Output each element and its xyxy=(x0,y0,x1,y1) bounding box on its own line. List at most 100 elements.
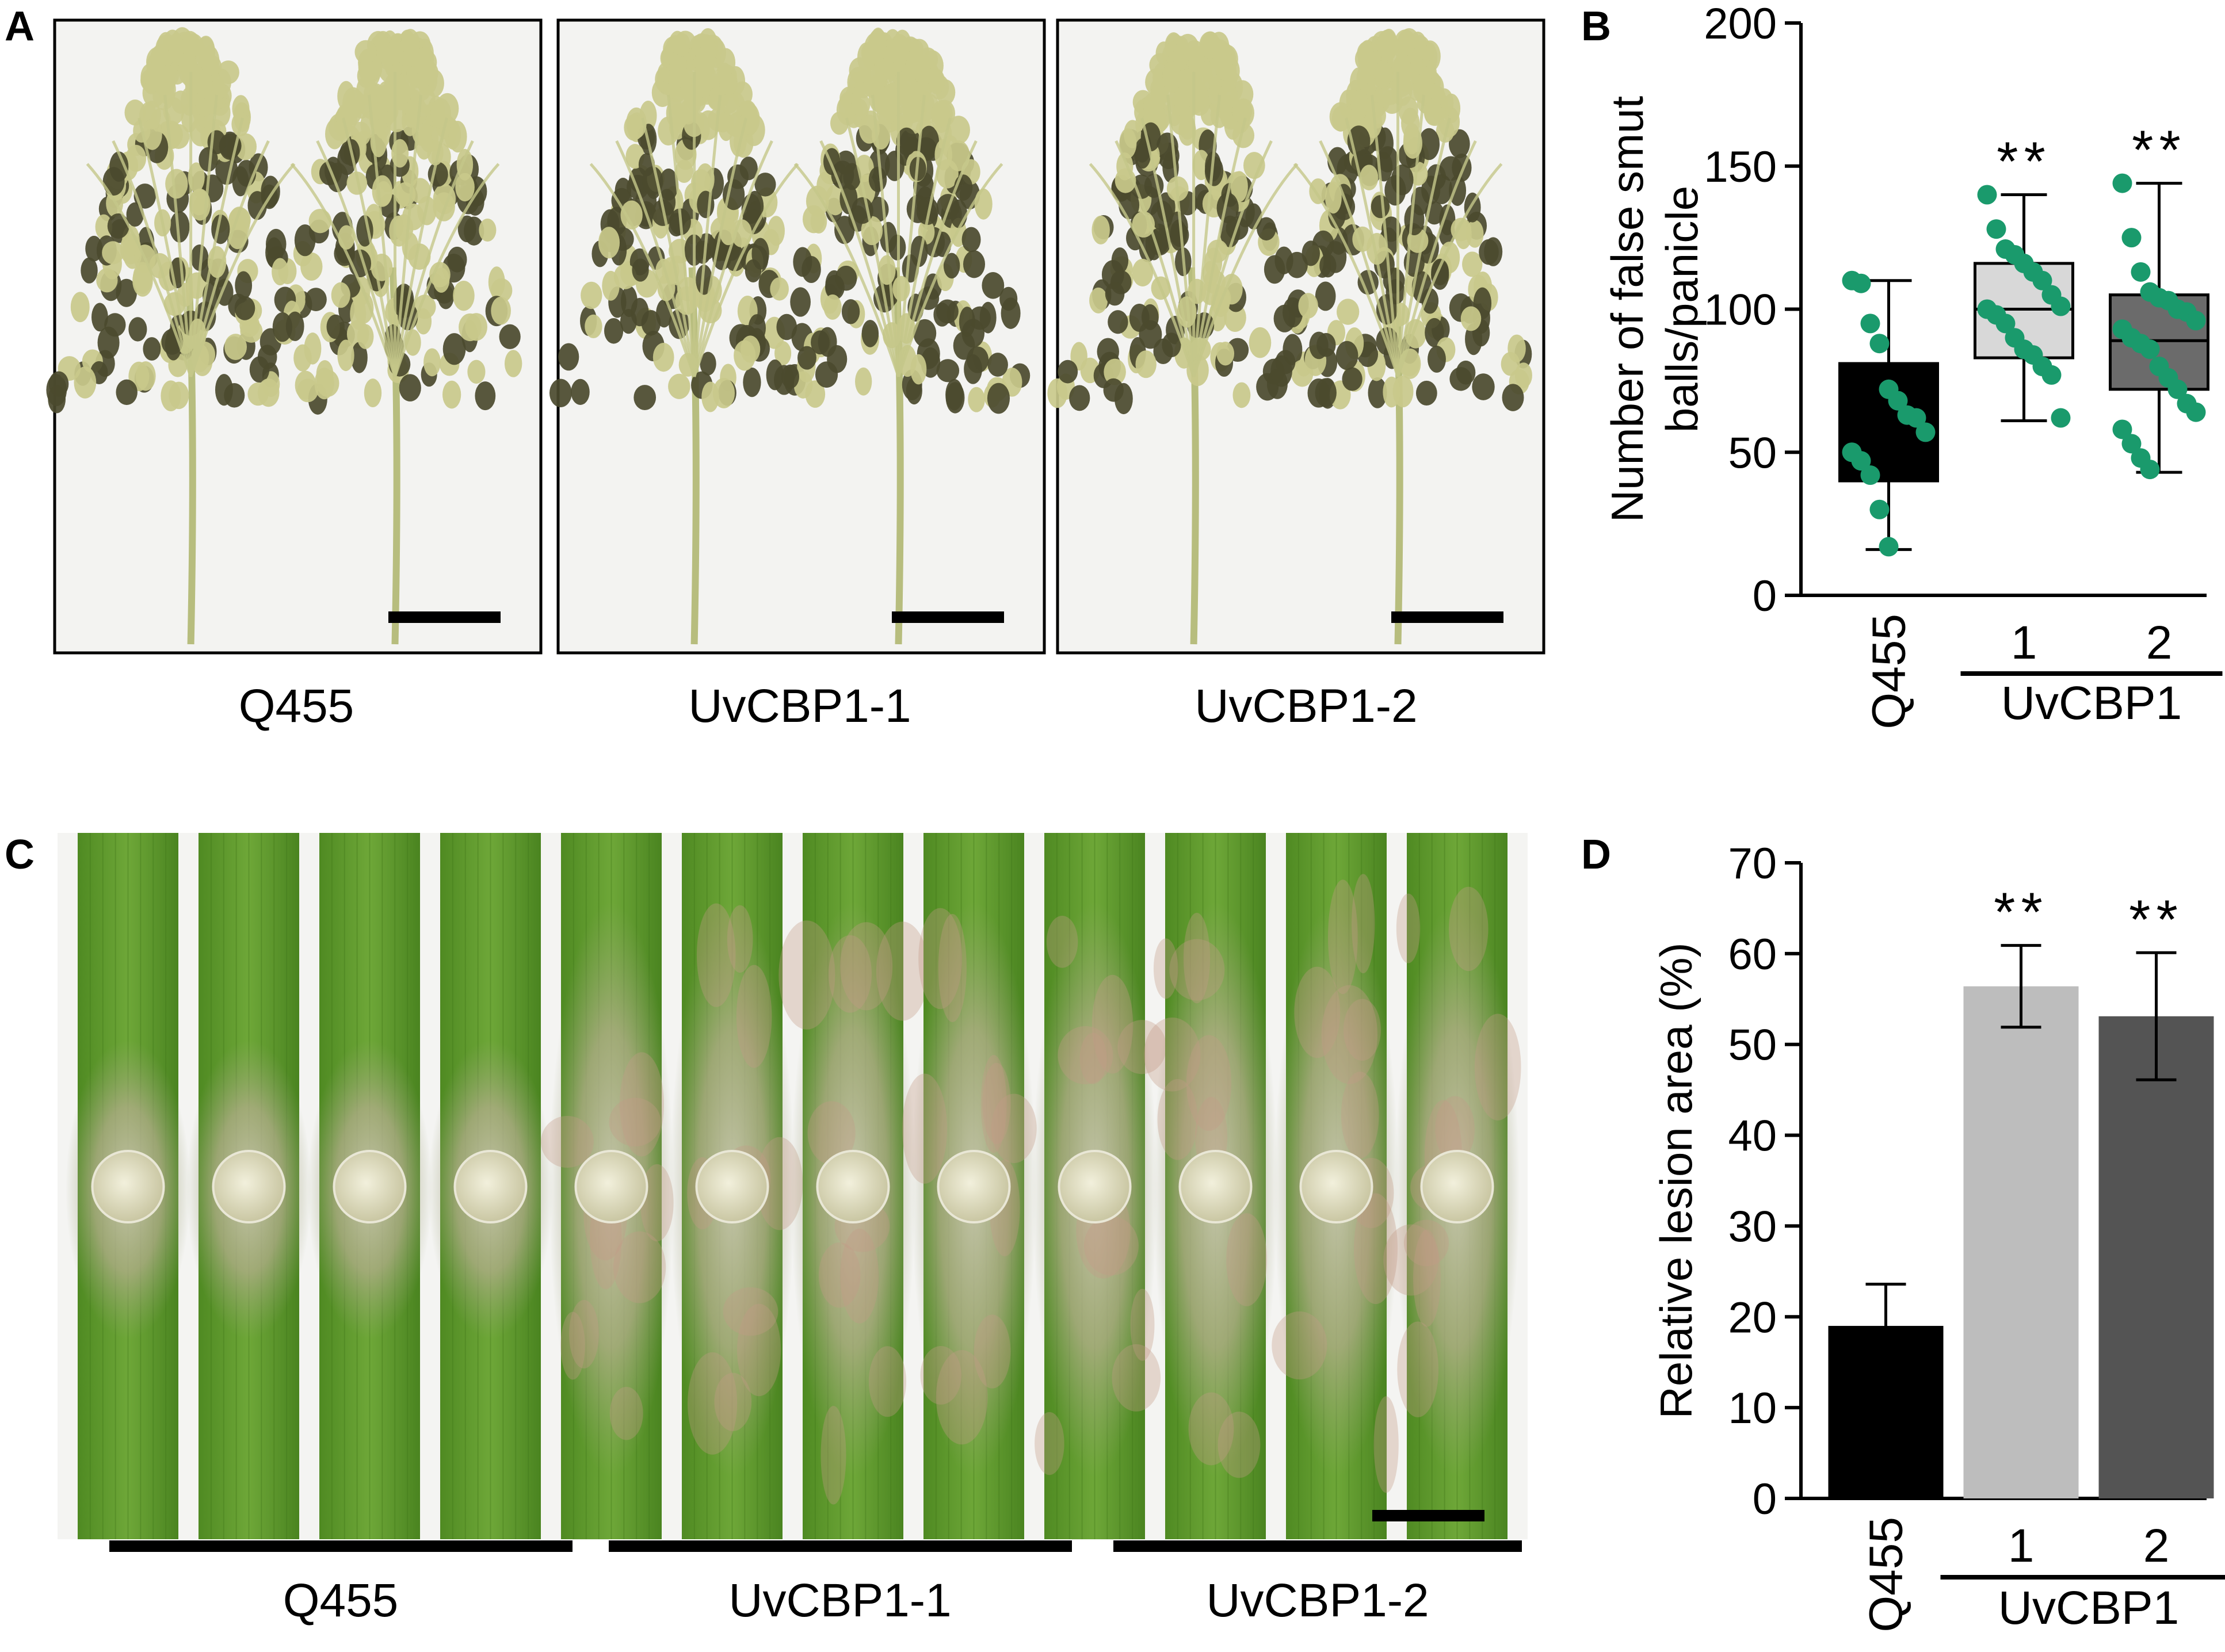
lesion-spot xyxy=(619,1052,664,1157)
grain xyxy=(74,366,97,399)
lesion-spot xyxy=(868,1346,907,1417)
grain xyxy=(581,281,602,309)
y-tick-label: 100 xyxy=(1704,286,1777,335)
panicle-branch xyxy=(394,163,500,377)
grain xyxy=(1257,217,1276,241)
panicle xyxy=(257,29,522,415)
grain xyxy=(868,166,887,192)
lesion-spot xyxy=(569,1299,599,1369)
grain xyxy=(504,350,522,377)
grain xyxy=(1069,385,1090,411)
panicle-branch xyxy=(290,163,396,377)
lesion-spot xyxy=(609,1386,643,1440)
lesion-spot xyxy=(640,1164,674,1242)
grain xyxy=(1162,61,1182,93)
group-bar-uvcbp1-2 xyxy=(1113,1540,1522,1552)
grain xyxy=(707,87,728,111)
grain xyxy=(732,81,753,108)
grain xyxy=(1215,55,1234,81)
grain xyxy=(776,313,797,341)
grain xyxy=(719,72,737,95)
significance-marker: ** xyxy=(2129,889,2184,950)
grain xyxy=(558,343,579,371)
grain xyxy=(1179,114,1196,140)
grain xyxy=(1409,162,1428,186)
grain xyxy=(116,379,138,406)
group-bar-uvcbp1-1 xyxy=(609,1540,1072,1552)
lesion-spot xyxy=(1272,1311,1327,1380)
grain xyxy=(659,169,678,201)
grain xyxy=(354,40,377,64)
box-plot-chart: 0 50 100 150 200 Number of false smut balls/pa… xyxy=(1602,0,2223,729)
grain xyxy=(232,166,249,197)
lesion-spot xyxy=(1449,886,1489,972)
grain xyxy=(549,378,572,408)
grain xyxy=(1377,146,1399,173)
panicle-branch xyxy=(897,163,1003,377)
grain xyxy=(308,209,331,234)
grain xyxy=(835,265,857,291)
lesion-spot xyxy=(1226,1213,1267,1306)
significance-marker: ** xyxy=(1994,882,2048,943)
grain xyxy=(674,33,690,57)
data-point xyxy=(2112,419,2132,439)
grain xyxy=(442,333,466,365)
x-tick-label: 2 xyxy=(2146,617,2173,669)
grain xyxy=(1501,351,1520,376)
data-point xyxy=(2121,434,2142,454)
lesion-spot xyxy=(714,1372,752,1431)
group-underline xyxy=(1960,671,2223,676)
grain xyxy=(1132,211,1155,238)
significance-marker: ** xyxy=(2132,120,2186,181)
grain xyxy=(456,148,474,181)
panel-c-label-uvcbp1-1: UvCBP1-1 xyxy=(728,1574,951,1627)
panel-letter-d: D xyxy=(1581,832,1611,878)
lesion-spot xyxy=(920,1345,961,1405)
grain xyxy=(1189,89,1211,116)
grain xyxy=(741,103,760,135)
lesion-spot xyxy=(1046,915,1078,968)
scale-bar xyxy=(892,611,1004,623)
grain xyxy=(668,373,690,399)
panicle-branch xyxy=(1371,94,1399,377)
lesion-spot xyxy=(1079,1032,1107,1084)
grain xyxy=(1384,175,1406,206)
data-point xyxy=(1915,422,1936,442)
data-point xyxy=(1906,408,1926,428)
grain xyxy=(1431,174,1453,204)
lesion-spot xyxy=(1157,1079,1198,1160)
lesion-spot xyxy=(818,1242,861,1308)
lesion-spot xyxy=(1218,1412,1261,1478)
grain xyxy=(1421,288,1439,314)
panicle-branch xyxy=(138,117,193,377)
panel-letter-a: A xyxy=(5,3,35,49)
group-bar-q455 xyxy=(109,1540,573,1552)
grain xyxy=(620,200,643,230)
lesion-spot xyxy=(840,922,893,1011)
grain xyxy=(696,265,713,295)
panicle-branch xyxy=(86,163,192,377)
grain xyxy=(357,324,374,349)
data-point xyxy=(2186,402,2206,422)
lesion-spot xyxy=(1169,939,1225,1001)
mycelial-plug xyxy=(695,1150,769,1223)
mycelial-plug xyxy=(333,1150,407,1223)
grain xyxy=(950,199,968,228)
grain xyxy=(1108,310,1128,334)
lesion-spot xyxy=(1117,1020,1167,1074)
grain xyxy=(1438,220,1455,247)
panicle-branch xyxy=(819,140,900,377)
lesion-spot xyxy=(1435,1096,1475,1163)
grain xyxy=(1336,299,1360,325)
grain xyxy=(571,378,590,406)
y-axis-label: Relative lesion area (%) xyxy=(1651,942,1701,1418)
scale-bar xyxy=(388,611,501,623)
grain xyxy=(475,381,496,411)
grain xyxy=(351,342,368,373)
panicle xyxy=(1256,28,1532,411)
y-tick-label: 70 xyxy=(1728,839,1777,888)
panicle-branch xyxy=(394,117,448,377)
grain xyxy=(455,173,475,202)
grain xyxy=(417,60,438,86)
mycelial-plug xyxy=(574,1150,648,1223)
